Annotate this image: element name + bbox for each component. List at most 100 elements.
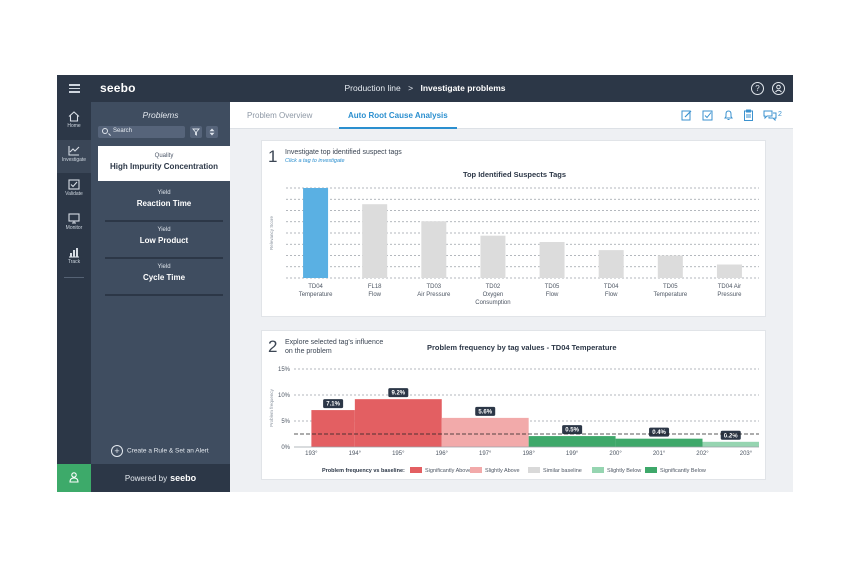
problem-item-high-impurity[interactable]: Quality High Impurity Concentration [98, 146, 230, 181]
problem-category: Yield [157, 190, 171, 196]
data-label: 5.6% [478, 409, 492, 415]
nav-label-monitor: Monitor [65, 225, 83, 231]
nav-item-track[interactable]: Track [57, 242, 91, 275]
histogram-bar[interactable] [702, 441, 759, 447]
histogram-bar[interactable] [441, 417, 529, 447]
clipboard-icon[interactable] [743, 109, 754, 121]
histogram-bar[interactable] [528, 436, 616, 447]
left-nav: Home Investigate Validate Monitor Track [57, 102, 91, 492]
nav-label-investigate: Investigate [61, 157, 87, 163]
search-input[interactable]: Search [98, 126, 185, 138]
step-number: 1 [268, 147, 278, 166]
legend-label: Significantly Above [425, 468, 471, 474]
user-icon[interactable] [772, 82, 785, 95]
bar[interactable] [716, 264, 742, 279]
x-tick-label: 193° [305, 451, 318, 457]
x-tick-label: 194° [349, 451, 362, 457]
bar[interactable] [362, 204, 388, 278]
x-tick-label: Flow [546, 292, 559, 298]
problem-divider [105, 294, 223, 296]
nav-label-home: Home [67, 123, 81, 129]
problem-name: Cycle Time [142, 273, 186, 282]
problem-item-low-product[interactable]: Yield Low Product [98, 220, 230, 255]
tab-auto-root-cause-analysis[interactable]: Auto Root Cause Analysis [348, 111, 448, 120]
x-tick-label: 196° [436, 451, 449, 457]
edit-icon[interactable] [681, 109, 692, 121]
active-tab-indicator [339, 127, 457, 129]
card-title: Explore selected tag's influence on the … [285, 339, 383, 356]
nav-item-validate[interactable]: Validate [57, 174, 91, 207]
problem-item-cycle-time[interactable]: Yield Cycle Time [98, 257, 230, 292]
x-tick-label: FL18 [368, 284, 382, 290]
histogram-bar[interactable] [615, 438, 703, 447]
tag-influence-card: 2 Explore selected tag's influence on th… [261, 330, 766, 480]
nav-label-track: Track [67, 259, 81, 265]
legend-swatch [470, 467, 482, 473]
problem-frequency-chart: 0% 5% 10% 15% Problem frequency 7.1% 9.2% 5.6% 0… [269, 367, 759, 474]
x-tick-label: 198° [522, 451, 535, 457]
x-tick-label: TD05 [663, 284, 678, 290]
legend-title: Problem frequency vs baseline: [322, 468, 405, 474]
problem-name: Reaction Time [136, 199, 192, 208]
suspect-tags-chart: Relevancy Score TD04 Temperature FL18 Flow TD… [269, 187, 759, 306]
histogram-bar[interactable] [354, 399, 442, 447]
main-content: Problem Overview Auto Root Cause Analysi… [230, 102, 793, 492]
data-label: 0.5% [565, 428, 579, 434]
bar[interactable] [421, 221, 447, 278]
powered-by-label: Powered by [124, 474, 168, 483]
y-tick-label: 5% [281, 419, 290, 425]
value-badge [475, 406, 496, 416]
card-title-line-2: on the problem [285, 347, 332, 355]
search-icon [102, 128, 108, 134]
nav-item-investigate[interactable]: Investigate [57, 140, 91, 173]
nav-item-home[interactable]: Home [57, 106, 91, 139]
breadcrumb-parent[interactable]: Production line [344, 83, 401, 93]
breadcrumb-current: Investigate problems [420, 83, 506, 93]
tab-bar: Problem Overview Auto Root Cause Analysi… [230, 102, 793, 129]
sort-button[interactable] [206, 126, 218, 138]
home-icon [68, 111, 80, 122]
bar[interactable] [480, 235, 506, 278]
problem-divider [105, 220, 223, 222]
x-tick-label: 195° [392, 451, 405, 457]
data-label: 7.1% [326, 402, 340, 408]
logo: seebo [100, 81, 136, 95]
nav-item-monitor[interactable]: Monitor [57, 208, 91, 241]
bell-icon[interactable] [723, 109, 734, 121]
message-count: 2 [778, 111, 782, 118]
breadcrumb: Production line > Investigate problems [57, 83, 793, 93]
bar[interactable] [657, 255, 683, 279]
menu-icon[interactable] [69, 84, 80, 93]
chart-title: Problem frequency by tag values - TD04 T… [427, 343, 617, 352]
bar[interactable] [539, 242, 565, 278]
problem-name: High Impurity Concentration [110, 162, 218, 171]
value-badge [323, 399, 344, 409]
app-window: seebo Production line > Investigate prob… [57, 75, 793, 492]
x-tick-label: Temperature [653, 292, 687, 298]
card-subtitle-link[interactable]: Click a tag to investigate [285, 158, 345, 164]
filter-button[interactable] [190, 126, 202, 138]
nav-item-users[interactable] [57, 464, 91, 492]
chat-icon[interactable] [763, 109, 777, 121]
checkbox-icon [68, 179, 80, 190]
bar[interactable] [598, 250, 624, 278]
check-icon[interactable] [702, 109, 713, 121]
bar[interactable] [303, 188, 329, 278]
x-tick-label: TD03 [426, 284, 441, 290]
x-tick-label: 199° [566, 451, 579, 457]
problem-category: Yield [157, 227, 171, 233]
tab-problem-overview[interactable]: Problem Overview [247, 111, 313, 120]
card-title-line-1: Explore selected tag's influence [285, 339, 384, 346]
x-tick-label: Flow [605, 292, 618, 298]
problem-item-reaction-time[interactable]: Yield Reaction Time [98, 183, 230, 218]
create-rule-button[interactable]: + Create a Rule & Set an Alert [111, 445, 209, 457]
data-label: 9.2% [391, 391, 405, 397]
x-tick-label: Air Pressure [417, 292, 451, 298]
help-icon[interactable]: ? [751, 82, 764, 95]
y-axis-label: Problem frequency [269, 388, 274, 427]
search-placeholder: Search [113, 128, 133, 134]
nav-label-validate: Validate [65, 191, 83, 197]
x-tick-label: Oxygen [483, 292, 504, 298]
x-tick-label: TD02 [486, 284, 501, 290]
histogram-bar[interactable] [311, 410, 355, 447]
